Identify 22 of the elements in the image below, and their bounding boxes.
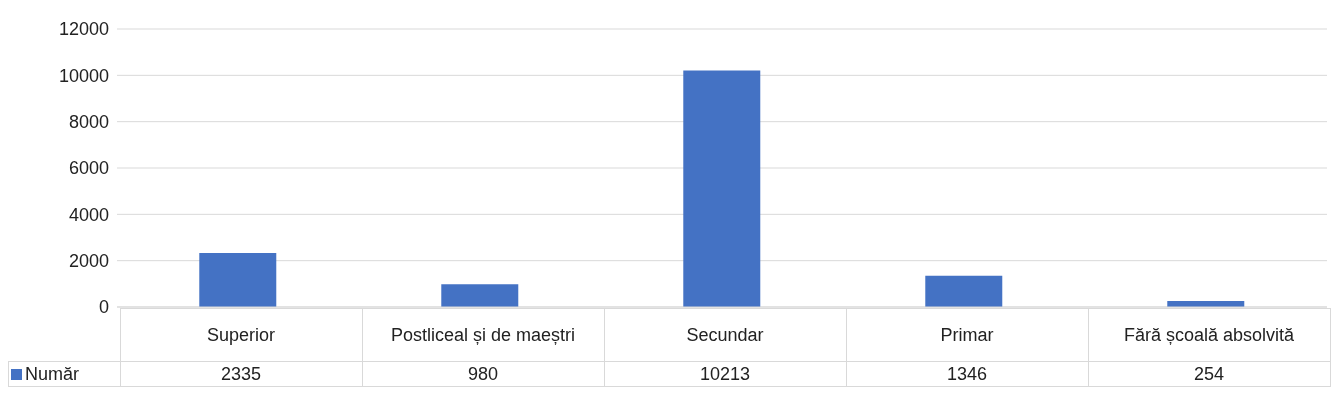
- y-tick-label: 4000: [68, 204, 109, 225]
- data-label: 254: [1088, 361, 1330, 387]
- y-tick-label: 10000: [58, 65, 109, 86]
- legend-label: Număr: [8, 361, 120, 387]
- data-label: 2335: [120, 361, 362, 387]
- y-tick-label: 2000: [68, 251, 109, 272]
- bar: [441, 284, 519, 307]
- bar: [683, 70, 761, 307]
- bar: [925, 275, 1003, 307]
- y-tick-label: 0: [98, 297, 109, 318]
- y-tick-label: 8000: [68, 112, 109, 133]
- y-tick-label: 12000: [58, 19, 109, 40]
- x-tick-label: Secundar: [604, 308, 846, 362]
- x-tick-label: Primar: [846, 308, 1088, 362]
- x-tick-label: Postliceal și de maeștri: [362, 308, 604, 362]
- data-label: 10213: [604, 361, 846, 387]
- data-label: 980: [362, 361, 604, 387]
- x-tick-label: Fără școală absolvită: [1088, 308, 1330, 362]
- data-label: 1346: [846, 361, 1088, 387]
- y-tick-label: 6000: [68, 158, 109, 179]
- bar: [199, 252, 277, 307]
- x-tick-label: Superior: [120, 308, 362, 362]
